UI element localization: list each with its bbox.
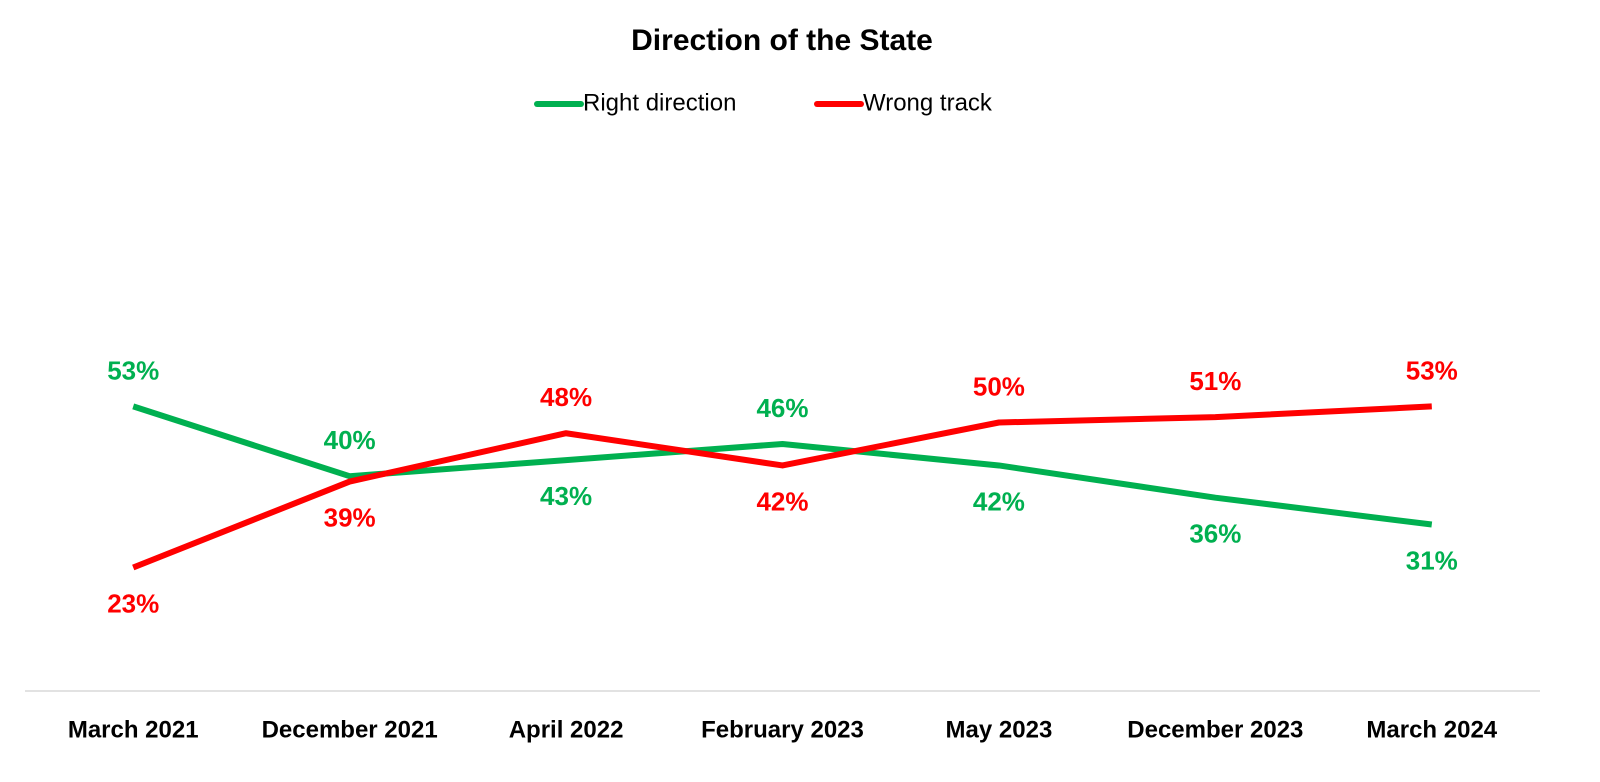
data-label: 50% [973,371,1025,401]
x-tick-label: December 2021 [262,716,438,743]
series-line [132,403,1433,528]
series-line [132,403,1432,571]
data-label: 51% [1189,366,1241,396]
data-label: 23% [107,588,159,618]
data-label: 39% [324,502,376,532]
data-label: 40% [324,425,376,455]
x-tick-label: March 2024 [1366,716,1497,743]
chart-title: Direction of the State [631,24,933,57]
data-label: 48% [540,382,592,412]
legend-label: Wrong track [863,89,993,116]
x-tick-label: February 2023 [701,716,864,743]
x-tick-label: April 2022 [509,716,624,743]
x-tick-label: December 2023 [1127,716,1303,743]
x-tick-label: March 2021 [68,716,199,743]
data-label: 43% [540,481,592,511]
legend-label: Right direction [583,89,736,116]
data-label: 31% [1406,545,1458,575]
data-label: 46% [756,393,808,423]
data-label: 42% [973,486,1025,516]
data-label: 36% [1189,519,1241,549]
data-label: 42% [756,486,808,516]
data-label: 53% [1406,355,1458,385]
data-label: 53% [107,355,159,385]
x-tick-label: May 2023 [946,716,1053,743]
